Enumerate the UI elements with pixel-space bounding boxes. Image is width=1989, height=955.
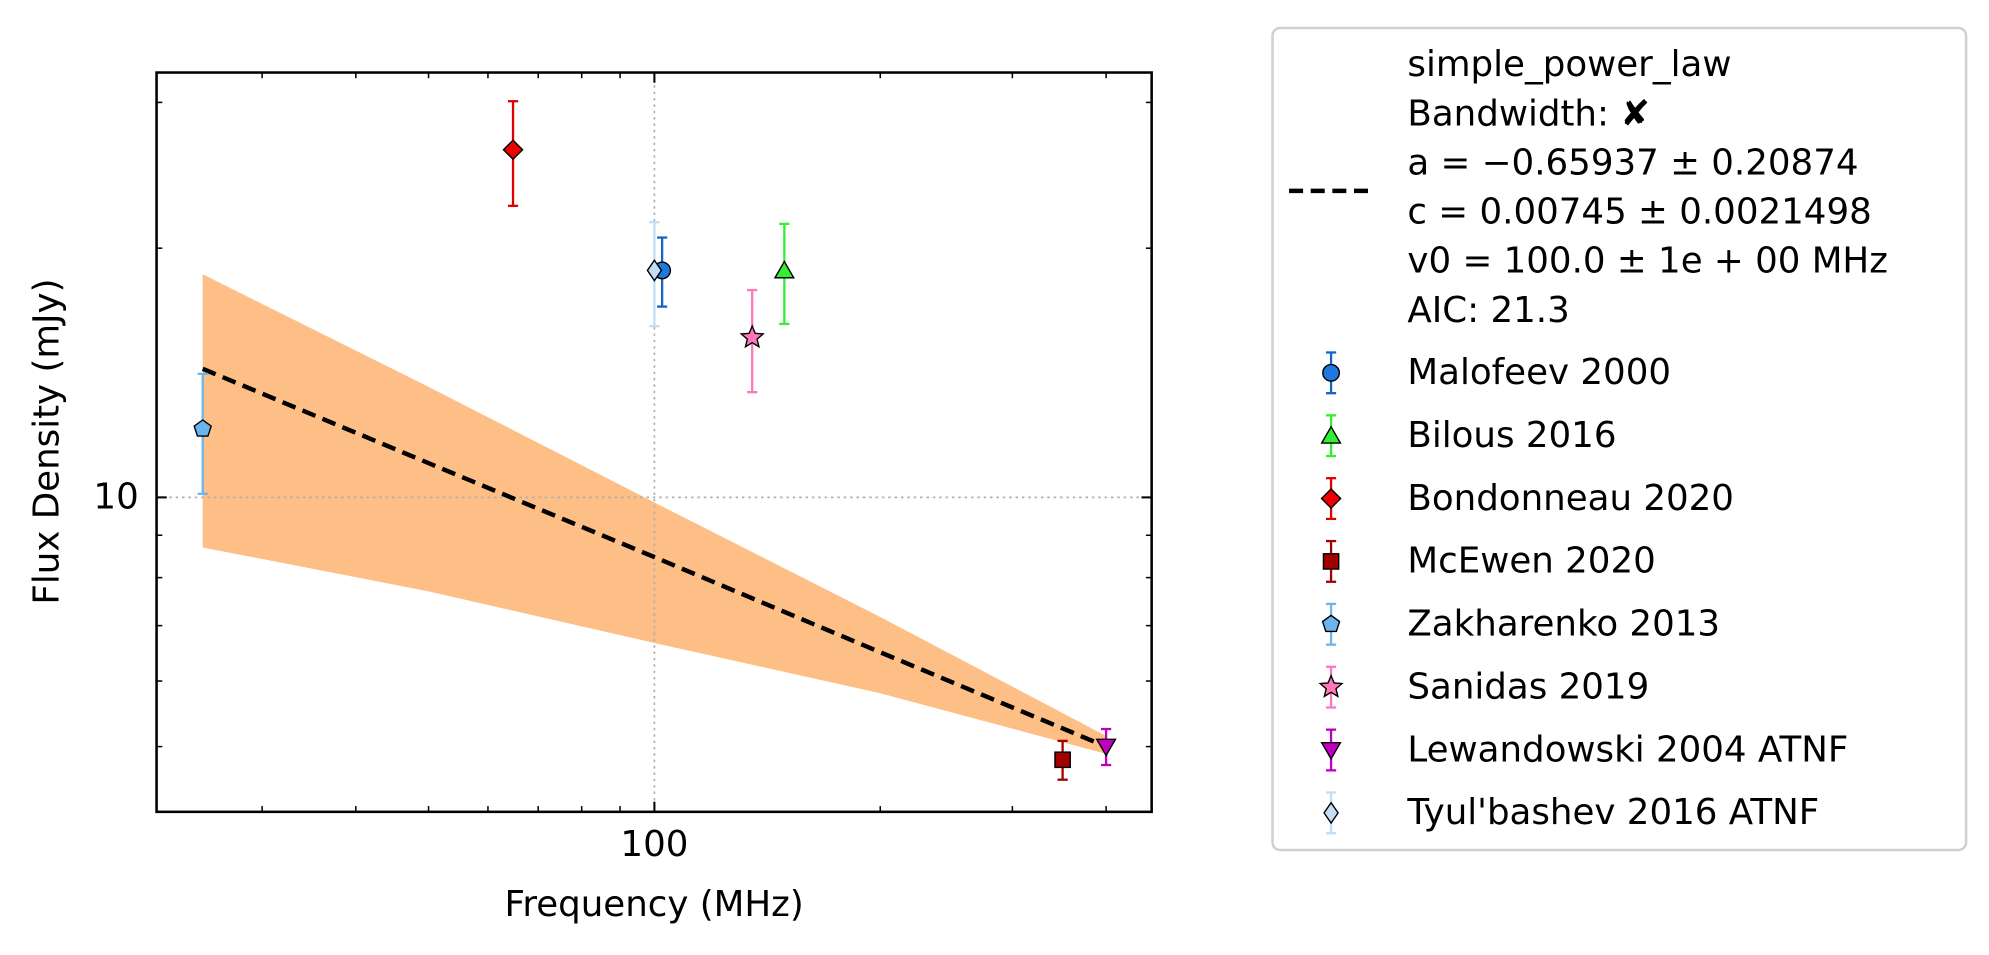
legend-label: Tyul'bashev 2016 ATNF [1406,792,1819,833]
x-axis-label: Frequency (MHz) [504,884,803,925]
marker [1054,751,1071,769]
legend-label: Malofeev 2000 [1407,352,1671,393]
marker [1323,801,1339,825]
legend-label: Bandwidth: ✘ [1407,93,1650,134]
legend-label: simple_power_law [1407,44,1731,85]
marker [1322,553,1340,570]
legend-box [1271,26,1968,852]
legend-label: Zakharenko 2013 [1407,604,1720,645]
legend-label: Bilous 2016 [1407,415,1616,456]
marker [1321,614,1341,633]
marker [1318,673,1344,698]
legend-label: AIC: 21.3 [1407,290,1569,331]
legend-label: a = −0.65937 ± 0.20874 [1407,142,1858,183]
fit-line [201,366,1107,749]
marker [773,260,795,279]
x-tick-label: 100 [620,824,688,865]
legend-label: c = 0.00745 ± 0.0021498 [1407,192,1871,233]
marker [1320,488,1342,510]
marker [1322,363,1341,382]
y-axis-label: Flux Density (mJy) [26,279,67,605]
legend-label: Lewandowski 2004 ATNF [1407,729,1848,770]
marker [739,324,765,349]
marker [1095,738,1117,757]
marker [1320,425,1342,444]
marker [646,259,663,282]
plot-frame [155,71,1153,814]
y-tick-label: 10 [93,477,138,518]
marker [502,139,524,161]
legend-label: v0 = 100.0 ± 1e + 00 MHz [1407,241,1887,282]
legend-label: Bondonneau 2020 [1407,478,1734,519]
marker [193,419,212,437]
legend-label: Sanidas 2019 [1407,666,1649,707]
marker [1320,741,1342,761]
legend-label: McEwen 2020 [1407,541,1655,582]
